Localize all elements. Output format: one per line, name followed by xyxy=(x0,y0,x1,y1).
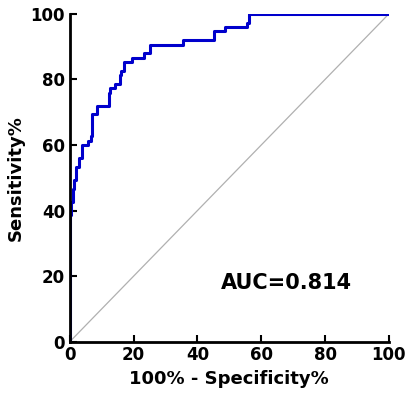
X-axis label: 100% - Specificity%: 100% - Specificity% xyxy=(129,370,329,388)
Text: AUC=0.814: AUC=0.814 xyxy=(221,273,352,293)
Y-axis label: Sensitivity%: Sensitivity% xyxy=(7,115,25,241)
